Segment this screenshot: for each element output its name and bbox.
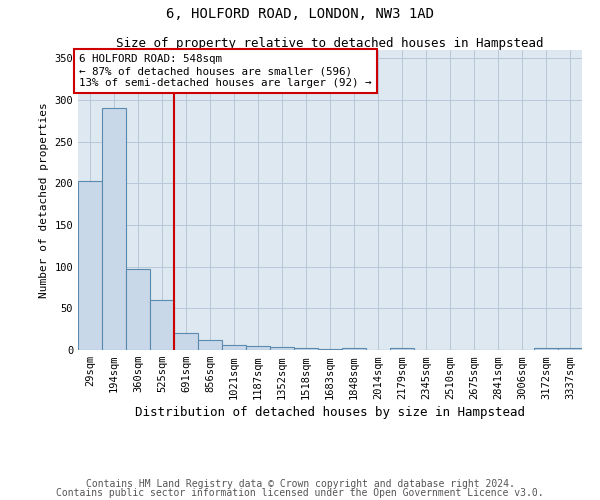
X-axis label: Distribution of detached houses by size in Hampstead: Distribution of detached houses by size … bbox=[135, 406, 525, 418]
Bar bbox=[126, 269, 150, 350]
Text: Contains HM Land Registry data © Crown copyright and database right 2024.: Contains HM Land Registry data © Crown c… bbox=[86, 479, 514, 489]
Bar bbox=[390, 348, 414, 350]
Bar bbox=[174, 334, 198, 350]
Bar bbox=[318, 349, 342, 350]
Text: 6, HOLFORD ROAD, LONDON, NW3 1AD: 6, HOLFORD ROAD, LONDON, NW3 1AD bbox=[166, 8, 434, 22]
Bar bbox=[150, 300, 174, 350]
Bar bbox=[270, 346, 294, 350]
Title: Size of property relative to detached houses in Hampstead: Size of property relative to detached ho… bbox=[116, 37, 544, 50]
Bar bbox=[342, 348, 366, 350]
Bar bbox=[294, 348, 318, 350]
Bar bbox=[198, 340, 222, 350]
Text: Contains public sector information licensed under the Open Government Licence v3: Contains public sector information licen… bbox=[56, 488, 544, 498]
Bar bbox=[558, 348, 582, 350]
Bar bbox=[246, 346, 270, 350]
Y-axis label: Number of detached properties: Number of detached properties bbox=[39, 102, 49, 298]
Bar bbox=[222, 345, 246, 350]
Bar bbox=[534, 348, 558, 350]
Text: 6 HOLFORD ROAD: 548sqm
← 87% of detached houses are smaller (596)
13% of semi-de: 6 HOLFORD ROAD: 548sqm ← 87% of detached… bbox=[79, 54, 371, 88]
Bar bbox=[78, 181, 102, 350]
Bar bbox=[102, 108, 126, 350]
